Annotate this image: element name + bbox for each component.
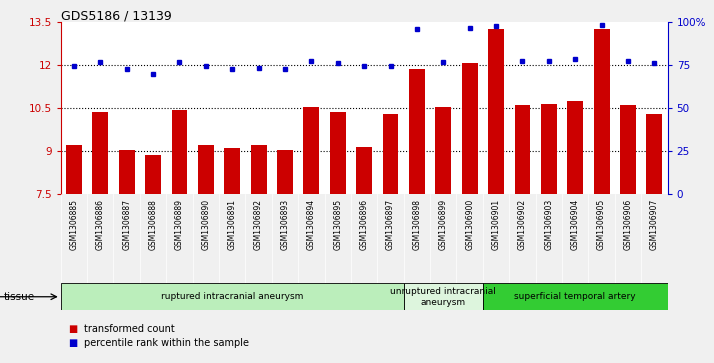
- Bar: [145, 155, 161, 194]
- Text: transformed count: transformed count: [84, 323, 174, 334]
- Bar: [119, 150, 134, 194]
- Text: unruptured intracranial
aneurysm: unruptured intracranial aneurysm: [391, 287, 496, 307]
- Text: GSM1306904: GSM1306904: [570, 199, 580, 250]
- Text: GSM1306892: GSM1306892: [254, 199, 263, 250]
- Bar: [171, 110, 187, 194]
- Text: tissue: tissue: [4, 292, 35, 302]
- Bar: [488, 29, 504, 194]
- Text: ■: ■: [68, 338, 77, 348]
- Bar: [483, 283, 668, 310]
- Text: ruptured intracranial aneurysm: ruptured intracranial aneurysm: [161, 292, 303, 301]
- Bar: [92, 112, 109, 194]
- Text: GSM1306907: GSM1306907: [650, 199, 659, 250]
- Text: GSM1306903: GSM1306903: [544, 199, 553, 250]
- Text: GSM1306885: GSM1306885: [69, 199, 79, 250]
- Text: GSM1306887: GSM1306887: [122, 199, 131, 250]
- Text: GSM1306905: GSM1306905: [597, 199, 606, 250]
- Text: GSM1306893: GSM1306893: [281, 199, 289, 250]
- Bar: [568, 101, 583, 194]
- Bar: [409, 69, 425, 194]
- Text: GSM1306900: GSM1306900: [466, 199, 474, 250]
- Bar: [383, 114, 398, 194]
- Bar: [515, 105, 531, 194]
- Text: GDS5186 / 13139: GDS5186 / 13139: [61, 9, 171, 22]
- Bar: [462, 64, 478, 194]
- Text: GSM1306902: GSM1306902: [518, 199, 527, 250]
- Bar: [66, 145, 82, 194]
- Text: GSM1306894: GSM1306894: [307, 199, 316, 250]
- Text: GSM1306901: GSM1306901: [491, 199, 501, 250]
- Text: GSM1306888: GSM1306888: [149, 199, 158, 249]
- Text: GSM1306897: GSM1306897: [386, 199, 395, 250]
- Bar: [646, 114, 663, 194]
- Text: GSM1306899: GSM1306899: [439, 199, 448, 250]
- Bar: [436, 107, 451, 194]
- Text: GSM1306898: GSM1306898: [413, 199, 421, 250]
- Bar: [61, 283, 403, 310]
- Text: GSM1306895: GSM1306895: [333, 199, 342, 250]
- Text: GSM1306886: GSM1306886: [96, 199, 105, 250]
- Text: percentile rank within the sample: percentile rank within the sample: [84, 338, 248, 348]
- Bar: [251, 145, 266, 194]
- Bar: [330, 112, 346, 194]
- Text: GSM1306891: GSM1306891: [228, 199, 237, 250]
- Bar: [277, 150, 293, 194]
- Bar: [620, 105, 636, 194]
- Bar: [356, 147, 372, 194]
- Bar: [541, 104, 557, 194]
- Text: GSM1306889: GSM1306889: [175, 199, 184, 250]
- Text: GSM1306890: GSM1306890: [201, 199, 211, 250]
- Bar: [403, 283, 483, 310]
- Text: GSM1306896: GSM1306896: [360, 199, 368, 250]
- Bar: [594, 29, 610, 194]
- Text: superficial temporal artery: superficial temporal artery: [514, 292, 636, 301]
- Text: ■: ■: [68, 323, 77, 334]
- Bar: [303, 107, 319, 194]
- Bar: [224, 148, 240, 194]
- Text: GSM1306906: GSM1306906: [623, 199, 633, 250]
- Bar: [198, 145, 213, 194]
